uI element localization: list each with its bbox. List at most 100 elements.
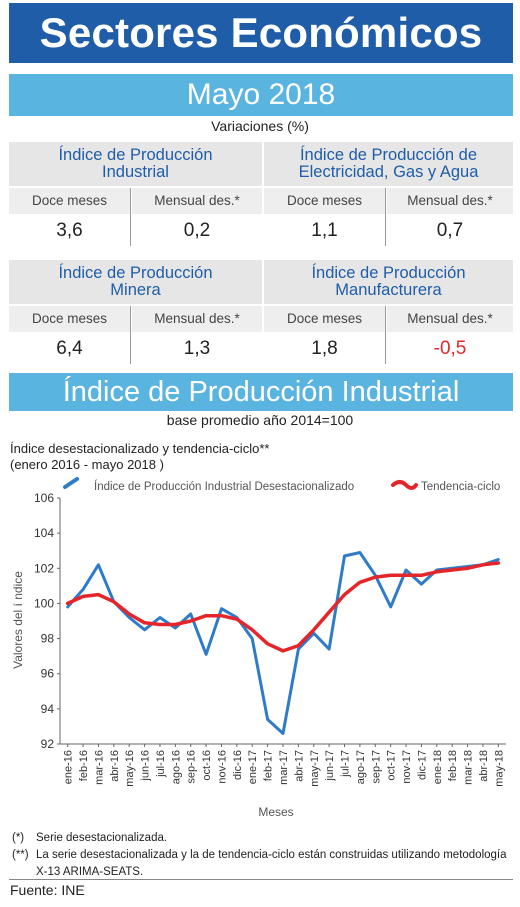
series-line-tendencia	[65, 561, 501, 653]
panel-title: Índice de Producción Minera	[9, 260, 262, 304]
y-axis-label: Valores del í ndice	[11, 571, 25, 669]
footnote-mark: (*)	[12, 832, 25, 844]
x-tick-label: mar-17	[278, 750, 290, 785]
panel-title: Índice de Producción de Electricidad, Ga…	[264, 142, 513, 186]
y-tick-label: 102	[34, 561, 54, 575]
legend: Índice de Producción Industrial Desestac…	[11, 477, 506, 819]
column-divider	[385, 306, 386, 364]
x-tick-label: ago-17	[355, 750, 367, 784]
x-tick-label: jun-16	[140, 750, 152, 782]
value-mensual: -0,5	[433, 338, 467, 359]
y-tick-label: 98	[41, 632, 55, 646]
panel-title-line1: Índice de Producción	[311, 264, 466, 282]
panel-title: Índice de Producción Industrial	[9, 142, 262, 186]
chart-title-line1: Índice desestacionalizado y tendencia-ci…	[10, 441, 270, 456]
column-divider	[130, 188, 131, 246]
value-mensual: 1,3	[183, 338, 211, 359]
x-tick-label: abr-17	[293, 750, 305, 782]
x-tick-label: jul-16	[155, 750, 167, 778]
panel-title-line2: Electricidad, Gas y Agua	[298, 163, 479, 181]
footnote-text: La serie desestacionalizada y la de tend…	[36, 849, 507, 878]
footnote-mark: (**)	[12, 849, 29, 861]
x-tick-label: mar-16	[93, 750, 105, 785]
value-mensual: 0,7	[436, 220, 464, 241]
x-tick-label: feb-16	[78, 750, 90, 781]
divider	[9, 879, 513, 880]
panel-title: Índice de Producción Manufacturera	[264, 260, 513, 304]
panel-industrial: Índice de Producción Industrial Doce mes…	[9, 142, 262, 248]
x-tick-label: jun-17	[324, 750, 336, 782]
legend-label-tendencia: Tendencia-ciclo	[421, 481, 500, 493]
value-doce: 1,8	[311, 338, 338, 359]
x-tick-label: ene-16	[63, 750, 75, 784]
variaciones-label: Variaciones (%)	[211, 118, 309, 134]
y-ticks: 92 94 96 98 100 102 104 106	[34, 491, 60, 751]
column-divider	[130, 306, 131, 364]
footnote: (**) La serie desestacionalizada y la de…	[12, 847, 512, 881]
panel-title-line2: Industrial	[102, 163, 169, 181]
col-header-doce: Doce meses	[9, 306, 130, 332]
x-axis-label: Meses	[258, 805, 293, 819]
footnote: (*) Serie desestacionalizada.	[12, 830, 512, 847]
y-tick-label: 104	[34, 526, 54, 540]
x-tick-label: feb-18	[447, 750, 459, 781]
footnote-text: Serie desestacionalizada.	[36, 832, 168, 844]
x-tick-label: dic-16	[232, 750, 244, 780]
x-tick-label: abr-18	[478, 750, 490, 782]
footnotes: (*) Serie desestacionalizada. (**) La se…	[12, 830, 512, 881]
x-tick-label: nov-17	[401, 750, 413, 784]
x-tick-label: dic-17	[416, 750, 428, 780]
panel-title-line1: Índice de Producción de	[299, 146, 478, 164]
period-banner: Mayo 2018	[9, 74, 513, 116]
x-tick-label: oct-17	[386, 750, 398, 781]
chart: Índice de Producción Industrial Desestac…	[11, 477, 506, 819]
col-header-doce: Doce meses	[264, 306, 385, 332]
x-tick-label: nov-16	[216, 750, 228, 784]
source-label: Fuente: INE	[10, 882, 85, 898]
panel-title-line2: Minera	[110, 281, 161, 299]
x-tick-label: may-18	[493, 750, 505, 787]
panel-manufacturera: Índice de Producción Manufacturera Doce …	[264, 260, 513, 366]
panel-separator	[262, 142, 264, 366]
x-tick-label: ene-17	[247, 750, 259, 784]
panel-title-line1: Índice de Producción	[58, 146, 213, 164]
legend-swatch-red	[391, 480, 418, 490]
x-ticks: ene-16 feb-16 mar-16 abr-16 may-16 jun-16 jul-…	[63, 744, 505, 787]
x-tick-label: may-16	[124, 750, 136, 787]
x-tick-label: sep-16	[186, 750, 198, 784]
series-line-desestacionalizado	[66, 551, 500, 735]
value-doce: 3,6	[56, 220, 83, 241]
legend-swatch-blue	[63, 477, 79, 489]
y-tick-label: 94	[41, 702, 55, 716]
column-divider	[385, 188, 386, 246]
panel-title-line1: Índice de Producción	[58, 264, 213, 282]
value-doce: 6,4	[56, 338, 83, 359]
chart-title: Índice desestacionalizado y tendencia-ci…	[10, 441, 269, 473]
y-tick-label: 106	[34, 491, 54, 505]
panel-electricidad: Índice de Producción de Electricidad, Ga…	[264, 142, 513, 248]
col-header-mensual: Mensual des.*	[387, 188, 513, 214]
col-header-doce: Doce meses	[264, 188, 385, 214]
x-tick-label: ene-18	[432, 750, 444, 784]
x-tick-label: ago-16	[170, 750, 182, 784]
y-tick-label: 100	[34, 596, 54, 610]
value-doce: 1,1	[311, 220, 338, 241]
series-lines	[65, 551, 501, 735]
y-tick-label: 92	[41, 737, 55, 751]
y-tick-label: 96	[41, 667, 55, 681]
legend-label-desestacionalizado: Índice de Producción Industrial Desestac…	[94, 480, 354, 493]
panel-title-line2: Manufacturera	[335, 281, 442, 299]
x-tick-label: mar-18	[463, 750, 475, 785]
x-tick-label: feb-17	[263, 750, 275, 781]
col-header-mensual: Mensual des.*	[132, 188, 262, 214]
x-tick-label: jul-17	[340, 750, 352, 778]
section-banner: Sectores Económicos	[9, 3, 513, 63]
x-tick-label: may-17	[309, 750, 321, 787]
col-header-mensual: Mensual des.*	[387, 306, 513, 332]
x-tick-label: abr-16	[109, 750, 121, 782]
x-tick-label: oct-16	[201, 750, 213, 781]
base-label: base promedio año 2014=100	[166, 412, 354, 428]
col-header-mensual: Mensual des.*	[132, 306, 262, 332]
chart-title-line2: (enero 2016 - mayo 2018 )	[10, 457, 164, 472]
col-header-doce: Doce meses	[9, 188, 130, 214]
